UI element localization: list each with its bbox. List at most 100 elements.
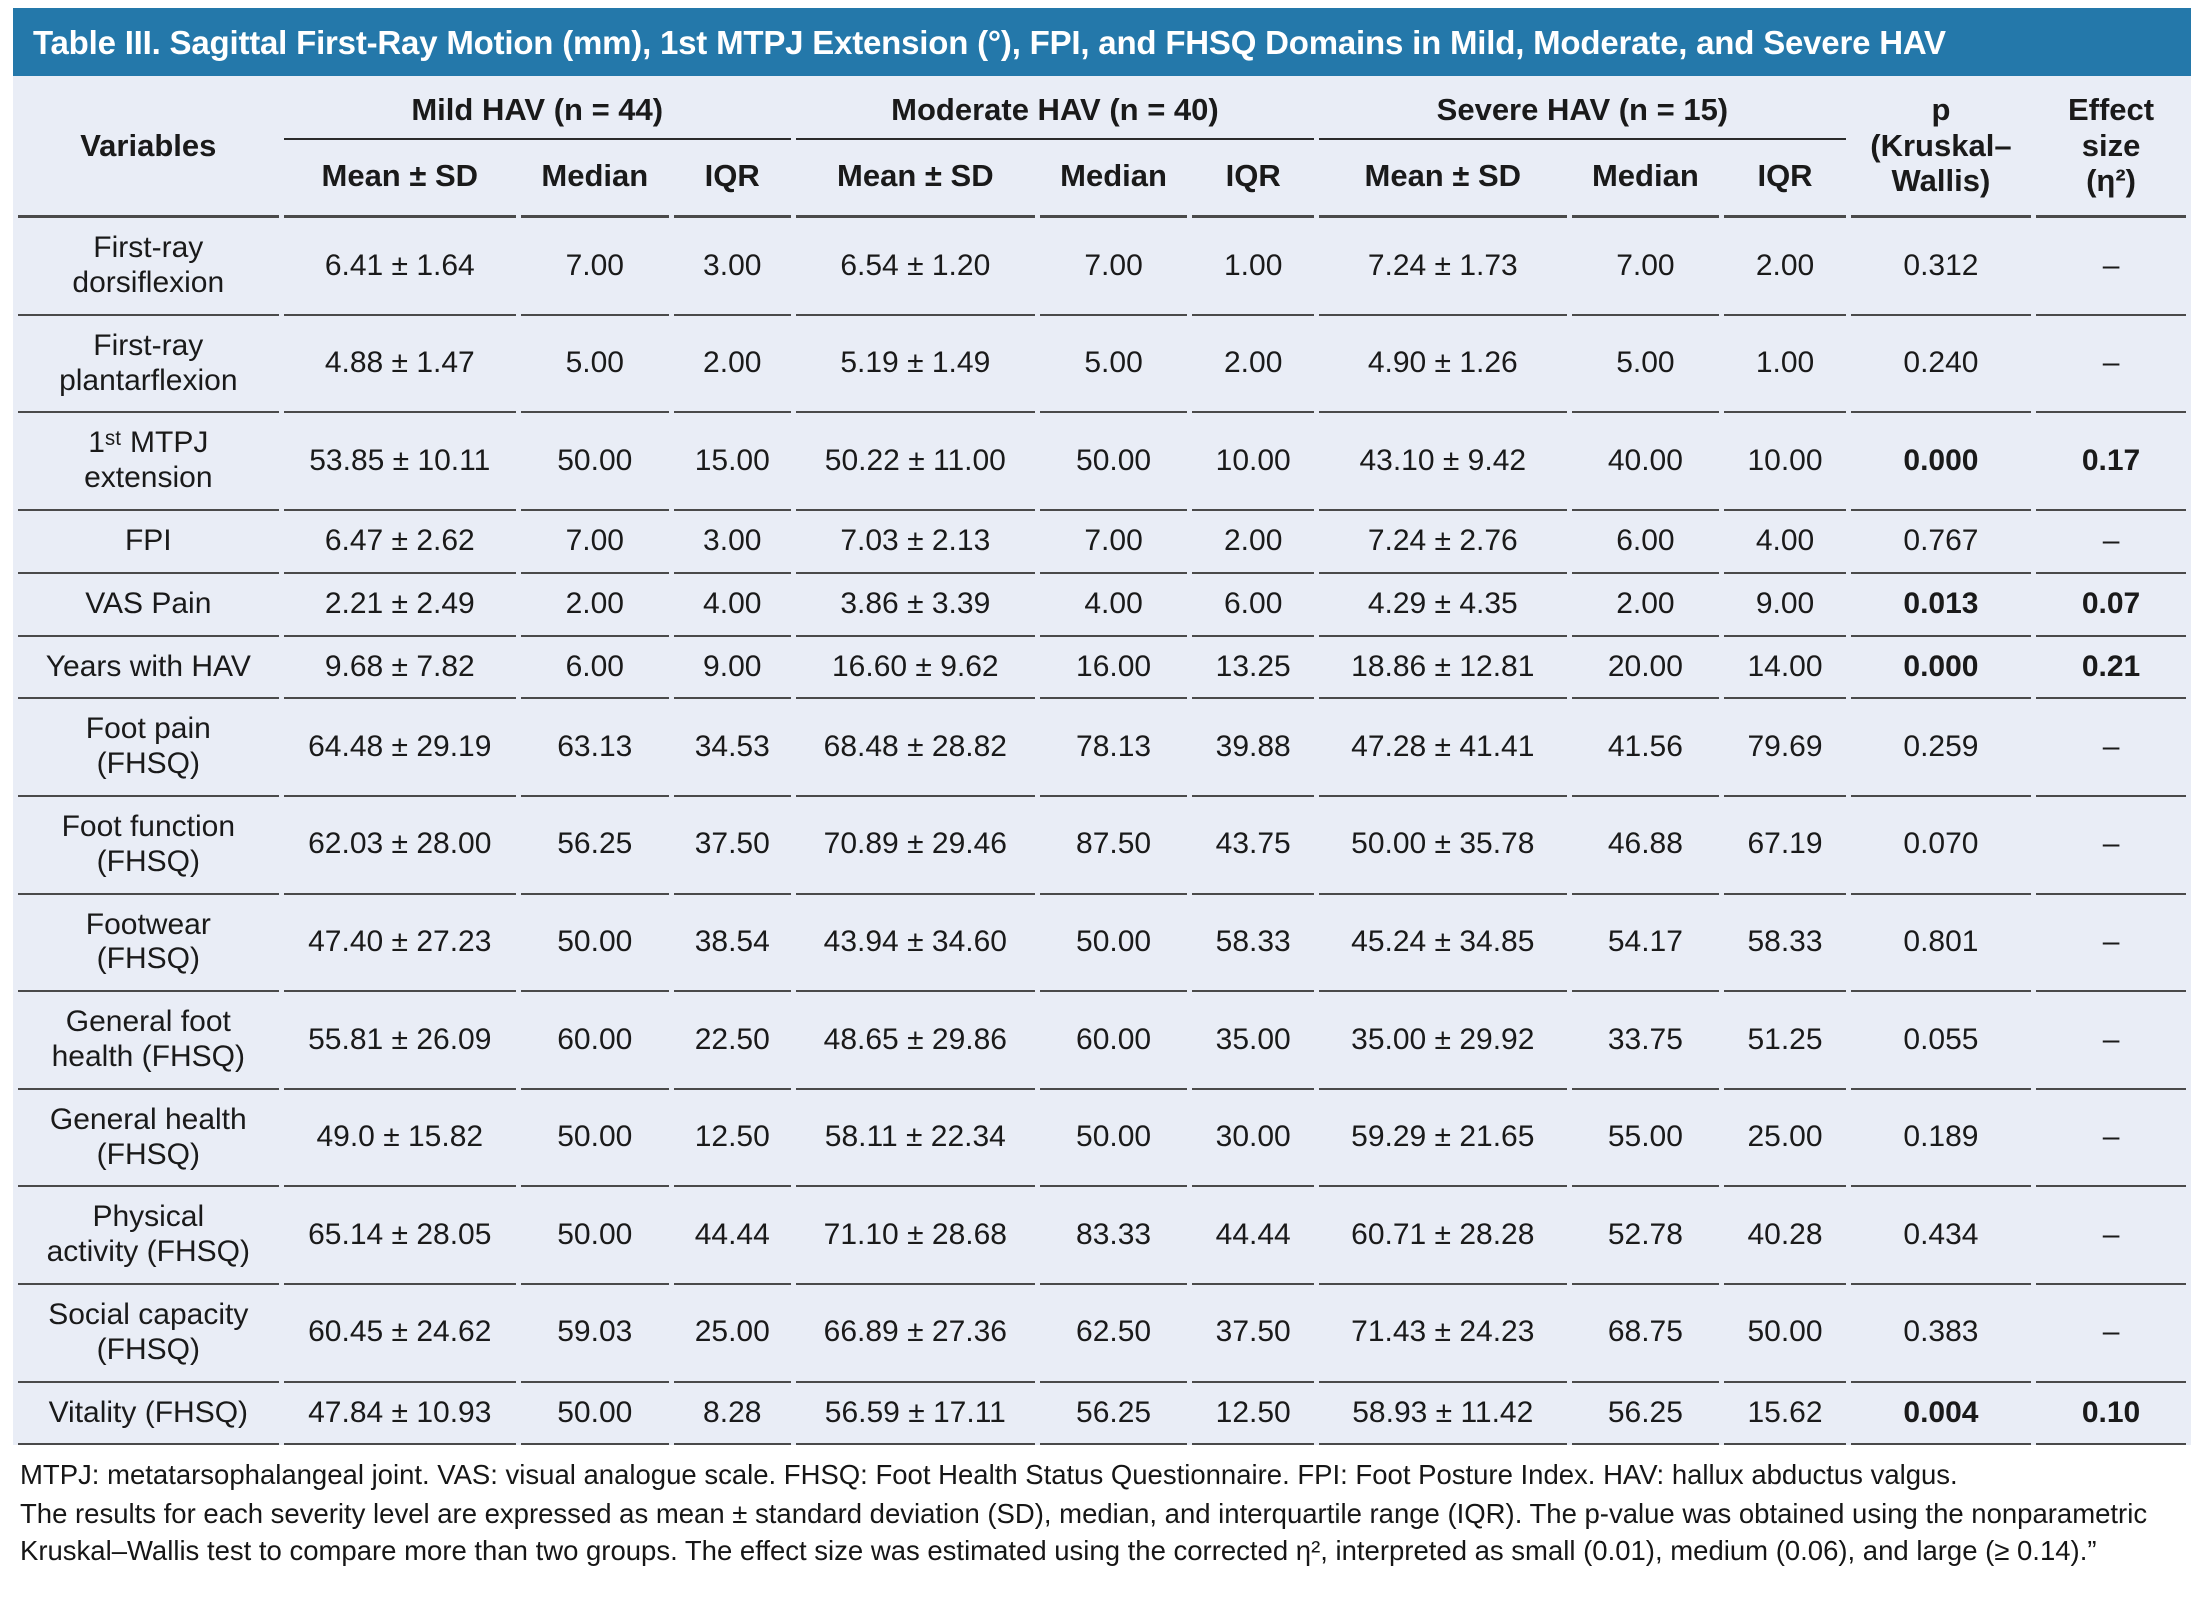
cell-severe-mean-sd: 7.24 ± 2.76 <box>1319 511 1567 574</box>
cell-moderate-mean-sd: 6.54 ± 1.20 <box>795 218 1035 316</box>
cell-effect-size: 0.21 <box>2036 637 2186 700</box>
cell-mild-median: 50.00 <box>520 1187 669 1286</box>
cell-moderate-mean-sd: 56.59 ± 17.11 <box>795 1383 1035 1446</box>
cell-severe-median: 40.00 <box>1571 413 1720 512</box>
cell-effect-size: – <box>2036 1090 2186 1188</box>
cell-moderate-iqr: 1.00 <box>1192 218 1314 316</box>
cell-moderate-iqr: 35.00 <box>1192 992 1314 1090</box>
cell-moderate-median: 16.00 <box>1039 637 1188 700</box>
cell-moderate-median: 83.33 <box>1039 1187 1188 1286</box>
group-header-row: Variables Mild HAV (n = 44) Moderate HAV… <box>18 76 2186 219</box>
cell-severe-iqr: 1.00 <box>1724 316 1846 414</box>
table-row: First-ray dorsiflexion 6.41 ± 1.64 7.00 … <box>18 218 2186 316</box>
cell-severe-iqr: 50.00 <box>1724 1285 1846 1383</box>
table-row: Years with HAV 9.68 ± 7.82 6.00 9.00 16.… <box>18 637 2186 700</box>
group-header-mild: Mild HAV (n = 44) <box>283 76 791 140</box>
cell-moderate-median: 5.00 <box>1039 316 1188 414</box>
cell-severe-median: 7.00 <box>1571 218 1720 316</box>
cell-severe-iqr: 67.19 <box>1724 797 1846 895</box>
cell-moderate-median: 7.00 <box>1039 511 1188 574</box>
cell-severe-median: 2.00 <box>1571 574 1720 637</box>
cell-mild-median: 7.00 <box>520 218 669 316</box>
cell-moderate-median: 62.50 <box>1039 1285 1188 1383</box>
cell-p-value: 0.259 <box>1850 699 2032 798</box>
subheader-moderate-iqr: IQR <box>1192 140 1314 219</box>
cell-severe-mean-sd: 50.00 ± 35.78 <box>1319 797 1567 895</box>
cell-severe-iqr: 79.69 <box>1724 699 1846 798</box>
cell-severe-mean-sd: 60.71 ± 28.28 <box>1319 1187 1567 1286</box>
cell-mild-median: 50.00 <box>520 1090 669 1188</box>
cell-moderate-iqr: 58.33 <box>1192 895 1314 993</box>
row-label: Foot function (FHSQ) <box>18 797 279 895</box>
cell-severe-median: 54.17 <box>1571 895 1720 993</box>
cell-moderate-median: 56.25 <box>1039 1383 1188 1446</box>
cell-mild-iqr: 25.00 <box>673 1285 791 1383</box>
cell-severe-iqr: 51.25 <box>1724 992 1846 1090</box>
cell-mild-mean-sd: 49.0 ± 15.82 <box>283 1090 516 1188</box>
cell-mild-median: 50.00 <box>520 1383 669 1446</box>
table-title: Table III. Sagittal First-Ray Motion (mm… <box>13 8 2191 76</box>
table-row: Foot pain (FHSQ) 64.48 ± 29.19 63.13 34.… <box>18 699 2186 798</box>
cell-p-value: 0.189 <box>1850 1090 2032 1188</box>
cell-moderate-mean-sd: 66.89 ± 27.36 <box>795 1285 1035 1383</box>
cell-mild-mean-sd: 6.47 ± 2.62 <box>283 511 516 574</box>
table-header: Variables Mild HAV (n = 44) Moderate HAV… <box>18 76 2186 219</box>
row-label: Footwear (FHSQ) <box>18 895 279 993</box>
cell-mild-mean-sd: 2.21 ± 2.49 <box>283 574 516 637</box>
cell-effect-size: – <box>2036 218 2186 316</box>
cell-mild-median: 2.00 <box>520 574 669 637</box>
cell-effect-size: – <box>2036 895 2186 993</box>
cell-moderate-mean-sd: 50.22 ± 11.00 <box>795 413 1035 512</box>
p-value-header: p (Kruskal– Wallis) <box>1850 76 2032 219</box>
cell-moderate-iqr: 2.00 <box>1192 316 1314 414</box>
cell-mild-mean-sd: 6.41 ± 1.64 <box>283 218 516 316</box>
cell-mild-iqr: 22.50 <box>673 992 791 1090</box>
cell-moderate-mean-sd: 7.03 ± 2.13 <box>795 511 1035 574</box>
cell-mild-iqr: 34.53 <box>673 699 791 798</box>
cell-effect-size: – <box>2036 1187 2186 1286</box>
cell-effect-size: – <box>2036 316 2186 414</box>
table-row: VAS Pain 2.21 ± 2.49 2.00 4.00 3.86 ± 3.… <box>18 574 2186 637</box>
cell-moderate-median: 50.00 <box>1039 1090 1188 1188</box>
table-row: General health (FHSQ) 49.0 ± 15.82 50.00… <box>18 1090 2186 1188</box>
cell-severe-mean-sd: 58.93 ± 11.42 <box>1319 1383 1567 1446</box>
cell-mild-mean-sd: 62.03 ± 28.00 <box>283 797 516 895</box>
cell-moderate-median: 50.00 <box>1039 413 1188 512</box>
table-row: Vitality (FHSQ) 47.84 ± 10.93 50.00 8.28… <box>18 1383 2186 1446</box>
cell-severe-median: 5.00 <box>1571 316 1720 414</box>
cell-severe-iqr: 40.28 <box>1724 1187 1846 1286</box>
subheader-moderate-mean-sd: Mean ± SD <box>795 140 1035 219</box>
subheader-mild-mean-sd: Mean ± SD <box>283 140 516 219</box>
cell-effect-size: 0.17 <box>2036 413 2186 512</box>
cell-moderate-median: 60.00 <box>1039 992 1188 1090</box>
cell-mild-mean-sd: 53.85 ± 10.11 <box>283 413 516 512</box>
cell-moderate-iqr: 39.88 <box>1192 699 1314 798</box>
subheader-severe-mean-sd: Mean ± SD <box>1319 140 1567 219</box>
cell-severe-median: 52.78 <box>1571 1187 1720 1286</box>
cell-severe-mean-sd: 18.86 ± 12.81 <box>1319 637 1567 700</box>
cell-effect-size: 0.07 <box>2036 574 2186 637</box>
cell-mild-iqr: 2.00 <box>673 316 791 414</box>
cell-mild-mean-sd: 64.48 ± 29.19 <box>283 699 516 798</box>
row-label: Physical activity (FHSQ) <box>18 1187 279 1286</box>
row-label: Foot pain (FHSQ) <box>18 699 279 798</box>
row-label: Vitality (FHSQ) <box>18 1383 279 1446</box>
cell-severe-mean-sd: 43.10 ± 9.42 <box>1319 413 1567 512</box>
cell-p-value: 0.070 <box>1850 797 2032 895</box>
cell-severe-mean-sd: 47.28 ± 41.41 <box>1319 699 1567 798</box>
cell-mild-median: 6.00 <box>520 637 669 700</box>
cell-p-value: 0.312 <box>1850 218 2032 316</box>
cell-severe-iqr: 4.00 <box>1724 511 1846 574</box>
cell-mild-mean-sd: 47.40 ± 27.23 <box>283 895 516 993</box>
cell-moderate-mean-sd: 58.11 ± 22.34 <box>795 1090 1035 1188</box>
cell-moderate-median: 4.00 <box>1039 574 1188 637</box>
row-label: Social capacity (FHSQ) <box>18 1285 279 1383</box>
cell-mild-mean-sd: 65.14 ± 28.05 <box>283 1187 516 1286</box>
subheader-severe-iqr: IQR <box>1724 140 1846 219</box>
cell-moderate-iqr: 12.50 <box>1192 1383 1314 1446</box>
cell-moderate-iqr: 30.00 <box>1192 1090 1314 1188</box>
effect-size-header: Effect size (η²) <box>2036 76 2186 219</box>
cell-effect-size: – <box>2036 699 2186 798</box>
cell-moderate-mean-sd: 16.60 ± 9.62 <box>795 637 1035 700</box>
footnote-methods: The results for each severity level are … <box>20 1497 2148 1566</box>
